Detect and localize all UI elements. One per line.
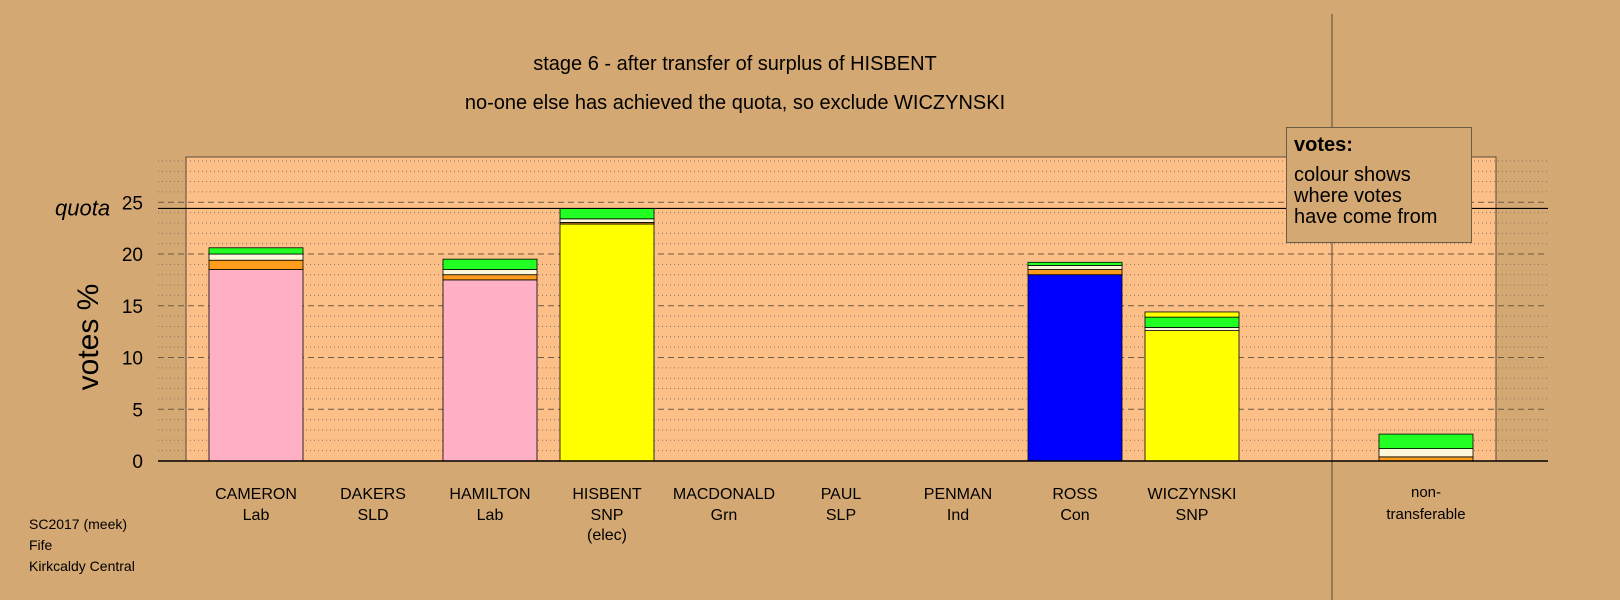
candidate-party-wiczynski: SNP: [1176, 507, 1209, 524]
candidate-name-dakers: DAKERS: [340, 486, 406, 503]
candidate-name-paul: PAUL: [821, 486, 862, 503]
bar-hamilton-segment: [442, 279, 538, 462]
candidate-name-macdonald: MACDONALD: [673, 486, 775, 503]
legend-box: votes: colour shows where votes have com…: [1286, 127, 1472, 243]
y-axis-label: votes %: [72, 284, 105, 391]
candidate-name-cameron: CAMERON: [215, 486, 297, 503]
y-tick-label: 5: [132, 400, 143, 421]
bar-cameron-segment: [208, 269, 304, 462]
nontransferable-label-line1: non-: [1411, 484, 1441, 501]
bar-cameron-segment: [208, 259, 304, 270]
bar-nontransferable-segment: [1378, 448, 1474, 458]
footer-election: SC2017 (meek): [29, 516, 128, 532]
footer-ward: Kirkcaldy Central: [29, 558, 135, 574]
bar-ross-segment: [1027, 269, 1123, 276]
nontransferable-label-line2: transferable: [1386, 506, 1465, 523]
bar-hamilton-segment: [442, 258, 538, 270]
bar-wiczynski-segment: [1144, 330, 1240, 462]
candidate-party-penman: Ind: [947, 507, 969, 524]
candidate-name-hamilton: HAMILTON: [449, 486, 530, 503]
bar-hisbent-segment: [559, 223, 655, 462]
candidate-party-hamilton: Lab: [477, 507, 504, 524]
bar-ross-segment: [1027, 264, 1123, 270]
candidate-party-ross: Con: [1060, 507, 1089, 524]
y-tick-label: 15: [122, 297, 143, 318]
legend-title: votes:: [1294, 134, 1353, 156]
y-tick-label: 10: [122, 349, 143, 370]
candidate-name-ross: ROSS: [1052, 486, 1097, 503]
bar-ross-segment: [1027, 274, 1123, 462]
candidate-party-macdonald: Grn: [711, 507, 738, 524]
bar-hamilton-segment: [442, 274, 538, 281]
bar-wiczynski-segment: [1144, 311, 1240, 318]
footer-info: SC2017 (meek) Fife Kirkcaldy Central: [29, 514, 135, 577]
bar-wiczynski-segment: [1144, 327, 1240, 331]
candidate-party-dakers: SLD: [357, 507, 388, 524]
chart-title: stage 6 - after transfer of surplus of H…: [533, 53, 937, 75]
y-tick-label: 25: [122, 193, 143, 214]
candidate-party-paul: SLP: [826, 507, 856, 524]
plot-area: [185, 156, 1497, 462]
bar-cameron-segment: [208, 253, 304, 261]
candidate-party-cameron: Lab: [243, 507, 270, 524]
y-tick-label: 0: [132, 452, 143, 473]
bar-wiczynski-segment: [1144, 316, 1240, 328]
bar-hamilton-segment: [442, 269, 538, 276]
bar-hisbent-segment: [559, 208, 655, 220]
candidate-party-hisbent: SNP: [591, 507, 624, 524]
y-tick-label: 20: [122, 245, 143, 266]
footer-council: Fife: [29, 537, 53, 553]
bar-ross-segment: [1027, 261, 1123, 266]
legend-text: colour shows where votes have come from: [1294, 164, 1438, 228]
candidate-name-penman: PENMAN: [924, 486, 992, 503]
candidate-name-wiczynski: WICZYNSKI: [1148, 486, 1237, 503]
candidate-note-hisbent: (elec): [587, 527, 627, 544]
candidate-name-hisbent: HISBENT: [572, 486, 642, 503]
bar-nontransferable-segment: [1378, 433, 1474, 449]
bar-hisbent-segment: [559, 218, 655, 223]
bar-cameron-segment: [208, 247, 304, 255]
chart-subtitle: no-one else has achieved the quota, so e…: [464, 92, 1006, 114]
quota-label: quota: [55, 195, 110, 220]
